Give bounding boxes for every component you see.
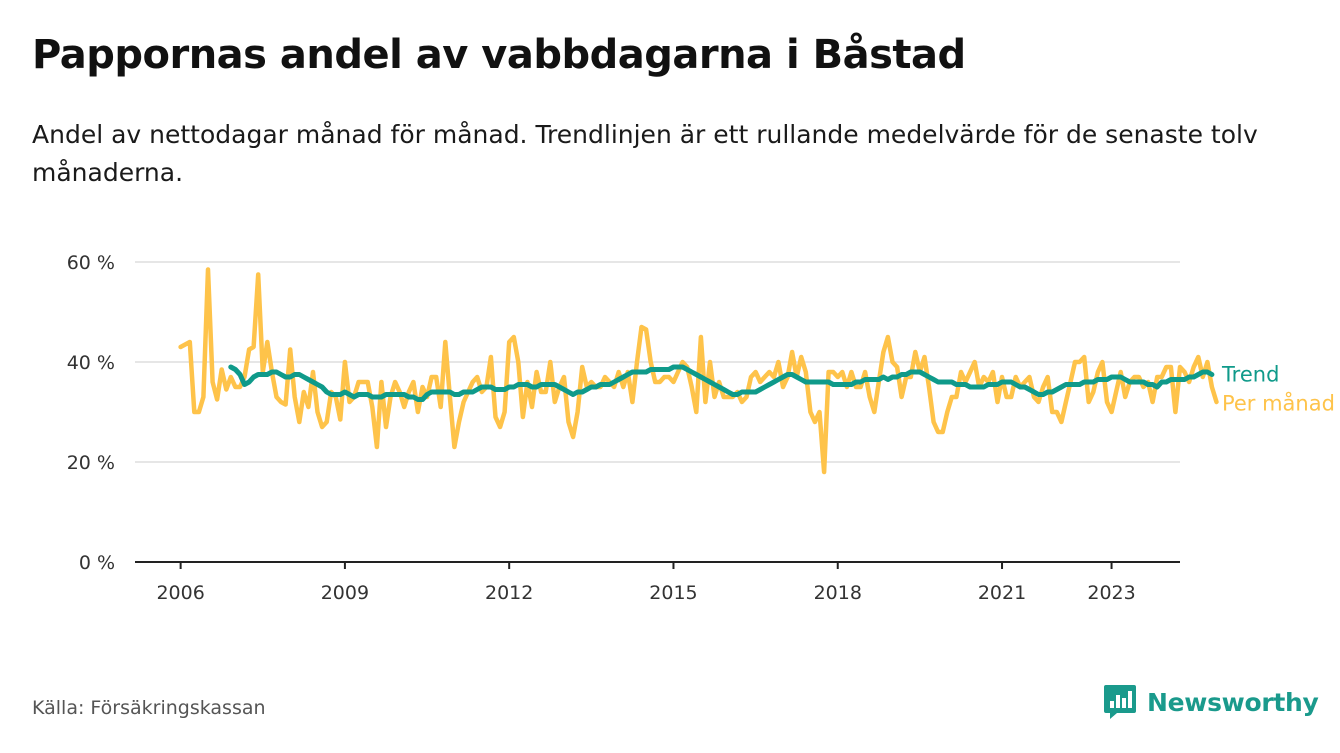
legend-label-per-manad: Per månad xyxy=(1222,391,1335,416)
grid-lines xyxy=(135,261,1180,463)
series-line-per-manad xyxy=(178,267,1219,475)
y-tick-label: 0 % xyxy=(79,552,115,574)
x-tick-label: 2015 xyxy=(649,582,697,604)
y-tick-label: 40 % xyxy=(67,352,115,374)
x-tick-label: 2012 xyxy=(485,582,533,604)
x-axis-ticks: 2006 2009 2012 2015 2018 2021 2023 xyxy=(156,562,1136,604)
y-tick-label: 60 % xyxy=(67,252,115,274)
y-axis-ticks: 0 % 20 % 40 % 60 % xyxy=(67,252,115,574)
source-note: Källa: Försäkringskassan xyxy=(32,697,266,719)
legend-label-trend: Trend xyxy=(1221,363,1279,387)
brand-name: Newsworthy xyxy=(1147,687,1319,717)
brand-logo: Newsworthy xyxy=(1103,683,1319,721)
y-tick-label: 20 % xyxy=(67,452,115,474)
chart-title: Pappornas andel av vabbdagarna i Båstad xyxy=(32,32,966,78)
x-tick-label: 2018 xyxy=(814,582,862,604)
chart-subtitle: Andel av nettodagar månad för månad. Tre… xyxy=(32,120,1258,187)
x-tick-label: 2009 xyxy=(321,582,369,604)
newsworthy-logo-icon xyxy=(1104,685,1136,719)
series-line-trend xyxy=(228,364,1215,402)
x-tick-label: 2006 xyxy=(156,582,204,604)
x-tick-label: 2023 xyxy=(1087,582,1135,604)
x-tick-label: 2021 xyxy=(978,582,1026,604)
